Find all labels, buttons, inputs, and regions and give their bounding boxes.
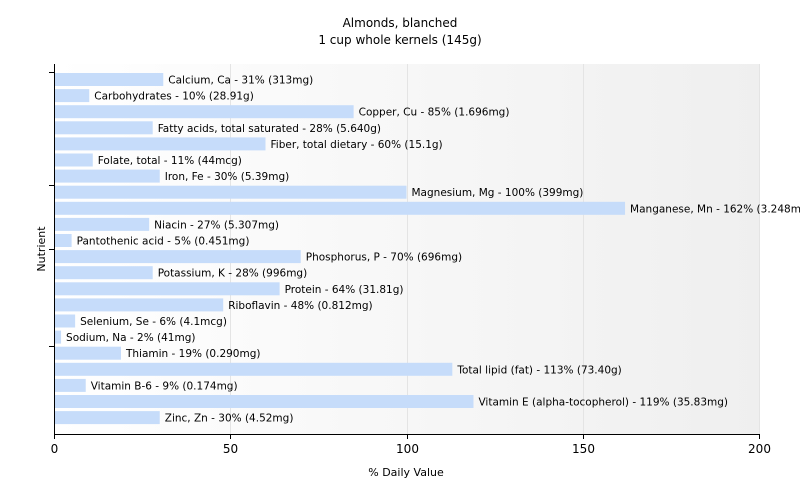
bar-label: Fiber, total dietary - 60% (15.1g) (271, 139, 443, 151)
bar-label: Potassium, K - 28% (996mg) (158, 268, 308, 280)
bar (55, 137, 266, 151)
x-tick-label: 200 (748, 442, 771, 456)
bar-label: Riboflavin - 48% (0.812mg) (228, 300, 372, 312)
bar (55, 250, 301, 264)
bar (55, 362, 453, 376)
x-tick-label: 50 (223, 442, 238, 456)
bar (55, 330, 62, 344)
bar-label: Vitamin B-6 - 9% (0.174mg) (91, 380, 238, 392)
y-axis-title: Nutrient (35, 226, 48, 272)
x-tick-label: 100 (396, 442, 419, 456)
bar-label: Iron, Fe - 30% (5.39mg) (165, 171, 289, 183)
bar-label: Protein - 64% (31.81g) (285, 284, 404, 296)
bar-label: Total lipid (fat) - 113% (73.40g) (456, 364, 621, 376)
bar (55, 314, 76, 328)
bar (55, 217, 150, 231)
bar (55, 89, 90, 103)
bar (55, 169, 160, 183)
bar (55, 73, 164, 86)
bar (55, 185, 407, 199)
chart-title: Almonds, blanched (343, 16, 458, 30)
bar-label: Pantothenic acid - 5% (0.451mg) (77, 236, 250, 248)
bar-label: Calcium, Ca - 31% (313mg) (168, 75, 313, 87)
bars: Calcium, Ca - 31% (313mg) Carbohydrates -… (55, 73, 800, 425)
bar-label: Folate, total - 11% (44mcg) (98, 155, 242, 167)
chart-subtitle: 1 cup whole kernels (145g) (318, 33, 481, 47)
bar-label: Selenium, Se - 6% (4.1mcg) (80, 316, 227, 328)
bar (55, 234, 72, 247)
x-tick-label: 0 (51, 442, 59, 456)
x-axis-title: % Daily Value (368, 466, 444, 479)
bar-label: Copper, Cu - 85% (1.696mg) (359, 107, 510, 119)
plot-background (54, 64, 759, 434)
bar (55, 298, 224, 312)
bar (55, 121, 153, 135)
bar-label: Phosphorus, P - 70% (696mg) (306, 252, 462, 264)
bar (55, 201, 626, 215)
bar-label: Niacin - 27% (5.307mg) (154, 219, 279, 231)
bar (55, 266, 153, 280)
bar (55, 378, 86, 392)
bar (55, 105, 354, 119)
bar-label: Vitamin E (alpha-tocopherol) - 119% (35.… (478, 397, 728, 409)
bar (55, 153, 93, 167)
bar-label: Thiamin - 19% (0.290mg) (125, 348, 261, 360)
bar (55, 282, 280, 296)
bar-label: Zinc, Zn - 30% (4.52mg) (165, 413, 294, 425)
x-tick-label: 150 (572, 442, 595, 456)
bar-label: Manganese, Mn - 162% (3.248mg) (630, 203, 800, 215)
bar-label: Sodium, Na - 2% (41mg) (66, 332, 195, 344)
bar-label: Carbohydrates - 10% (28.91g) (94, 91, 254, 103)
bar-label: Magnesium, Mg - 100% (399mg) (412, 187, 584, 199)
bar (55, 346, 121, 360)
axes: 0 50 100 150 200 (49, 64, 771, 456)
bar-label: Fatty acids, total saturated - 28% (5.64… (158, 123, 381, 135)
bar (55, 395, 474, 408)
bar (55, 411, 160, 425)
